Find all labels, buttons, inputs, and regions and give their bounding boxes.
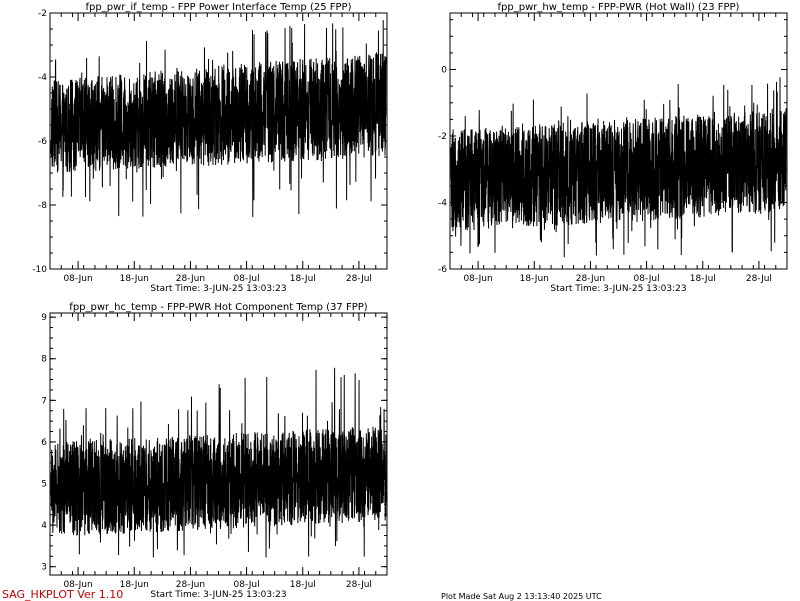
y-tick-label: 5 [41,480,47,490]
x-tick-label: 08-Jul [234,274,260,284]
x-tick-label: 18-Jun [120,580,149,590]
x-tick-label: 08-Jun [63,274,92,284]
y-tick-label: -4 [438,199,447,209]
y-tick-label: 4 [41,521,47,531]
x-tick-label: 28-Jul [346,274,372,284]
y-tick-label: -2 [38,9,47,19]
x-tick-label: 18-Jun [120,274,149,284]
x-tick-label: 08-Jun [463,274,492,284]
panel-pwr-hc-temp: fpp_pwr_hc_temp - FPP-PWR Hot Component … [41,302,388,600]
y-tick-label: -4 [38,73,47,83]
y-tick-label: -10 [32,265,47,275]
plot-made-label: Plot Made Sat Aug 2 13:13:40 2025 UTC [441,592,602,601]
x-tick-label: 08-Jul [234,580,260,590]
start-time-label: Start Time: 3-JUN-25 13:03:23 [550,284,686,294]
panel-pwr-if-temp: fpp_pwr_if_temp - FPP Power Interface Te… [32,2,388,294]
y-tick-label: 6 [41,438,47,448]
chart-title: fpp_pwr_hc_temp - FPP-PWR Hot Component … [69,302,367,313]
panel-pwr-hw-temp: fpp_pwr_hw_temp - FPP-PWR (Hot Wall) (23… [438,2,788,294]
x-tick-label: 28-Jul [346,580,372,590]
y-tick-label: 9 [41,313,47,323]
data-trace [450,77,787,258]
x-tick-label: 08-Jul [634,274,660,284]
x-tick-label: 28-Jun [176,580,205,590]
start-time-label: Start Time: 3-JUN-25 13:03:23 [150,590,286,600]
chart-title: fpp_pwr_hw_temp - FPP-PWR (Hot Wall) (23… [498,2,740,13]
data-trace [50,367,387,558]
x-tick-label: 08-Jun [63,580,92,590]
x-tick-label: 18-Jul [290,274,316,284]
x-tick-label: 28-Jul [746,274,772,284]
y-tick-label: -6 [438,265,447,275]
y-tick-label: 7 [41,396,47,406]
data-trace [50,20,387,218]
x-tick-label: 28-Jun [176,274,205,284]
x-tick-label: 18-Jul [290,580,316,590]
x-tick-label: 18-Jun [520,274,549,284]
y-tick-label: 3 [41,563,47,573]
y-tick-label: -8 [38,201,47,211]
program-version-label: SAG_HKPLOT Ver 1.10 [2,588,124,601]
chart-title: fpp_pwr_if_temp - FPP Power Interface Te… [86,2,352,13]
y-tick-label: 8 [41,355,47,365]
start-time-label: Start Time: 3-JUN-25 13:03:23 [150,284,286,294]
x-tick-label: 28-Jun [576,274,605,284]
y-tick-label: -2 [438,132,447,142]
y-tick-label: -6 [38,137,47,147]
y-tick-label: 0 [441,66,447,76]
x-tick-label: 18-Jul [690,274,716,284]
